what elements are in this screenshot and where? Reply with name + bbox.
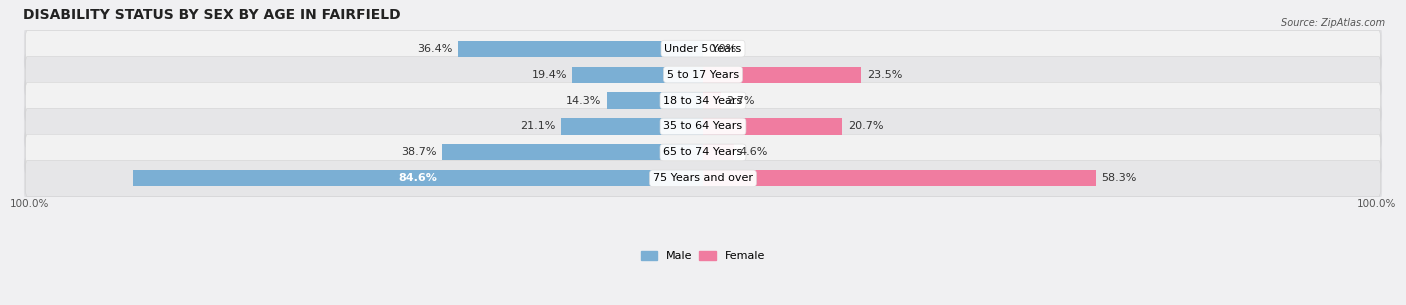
- Text: 23.5%: 23.5%: [866, 70, 903, 80]
- FancyBboxPatch shape: [24, 28, 1382, 69]
- Bar: [703, 92, 721, 109]
- FancyBboxPatch shape: [24, 106, 1382, 147]
- Text: 21.1%: 21.1%: [520, 121, 555, 131]
- FancyBboxPatch shape: [24, 54, 1382, 95]
- Bar: [134, 170, 703, 186]
- Bar: [443, 144, 703, 160]
- Bar: [703, 144, 734, 160]
- Bar: [458, 41, 703, 57]
- FancyBboxPatch shape: [24, 80, 1382, 121]
- Text: 38.7%: 38.7%: [402, 147, 437, 157]
- Text: 65 to 74 Years: 65 to 74 Years: [664, 147, 742, 157]
- Text: 75 Years and over: 75 Years and over: [652, 173, 754, 183]
- Text: 84.6%: 84.6%: [399, 173, 437, 183]
- Text: DISABILITY STATUS BY SEX BY AGE IN FAIRFIELD: DISABILITY STATUS BY SEX BY AGE IN FAIRF…: [22, 8, 401, 22]
- FancyBboxPatch shape: [25, 30, 1381, 67]
- Text: 2.7%: 2.7%: [727, 95, 755, 106]
- Text: Under 5 Years: Under 5 Years: [665, 44, 741, 54]
- Text: 5 to 17 Years: 5 to 17 Years: [666, 70, 740, 80]
- FancyBboxPatch shape: [24, 132, 1382, 173]
- FancyBboxPatch shape: [25, 108, 1381, 145]
- Text: 36.4%: 36.4%: [418, 44, 453, 54]
- Text: 58.3%: 58.3%: [1101, 173, 1136, 183]
- Text: 20.7%: 20.7%: [848, 121, 883, 131]
- Bar: [703, 66, 862, 83]
- Text: Source: ZipAtlas.com: Source: ZipAtlas.com: [1281, 18, 1385, 28]
- FancyBboxPatch shape: [24, 158, 1382, 199]
- Text: 0.0%: 0.0%: [709, 44, 737, 54]
- Bar: [703, 118, 842, 135]
- Text: 14.3%: 14.3%: [565, 95, 602, 106]
- Legend: Male, Female: Male, Female: [637, 246, 769, 266]
- Bar: [561, 118, 703, 135]
- Text: 19.4%: 19.4%: [531, 70, 567, 80]
- Bar: [606, 92, 703, 109]
- Bar: [572, 66, 703, 83]
- Text: 35 to 64 Years: 35 to 64 Years: [664, 121, 742, 131]
- FancyBboxPatch shape: [25, 134, 1381, 170]
- FancyBboxPatch shape: [25, 82, 1381, 119]
- FancyBboxPatch shape: [25, 160, 1381, 196]
- Bar: [703, 170, 1095, 186]
- Text: 18 to 34 Years: 18 to 34 Years: [664, 95, 742, 106]
- FancyBboxPatch shape: [25, 56, 1381, 93]
- Text: 4.6%: 4.6%: [740, 147, 768, 157]
